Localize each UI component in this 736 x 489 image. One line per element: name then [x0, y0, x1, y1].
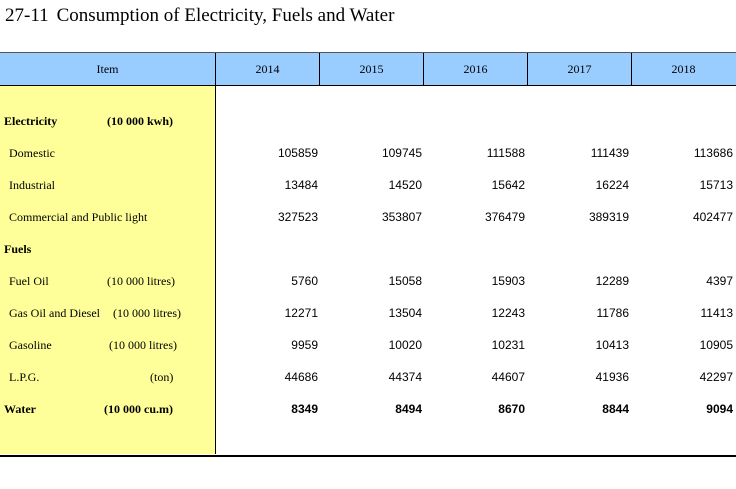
table-row-commercial: Commercial and Public light 327523 35380… — [0, 207, 736, 227]
value-2015: 8494 — [395, 402, 422, 416]
value-2018: 11413 — [700, 306, 733, 320]
value-2017: 111439 — [590, 146, 629, 160]
table-row-lpg: L.P.G. (ton) 44686 44374 44607 41936 422… — [0, 367, 736, 387]
value-2014: 5760 — [291, 274, 318, 288]
page-title: 27-11 Consumption of Electricity, Fuels a… — [5, 5, 394, 27]
value-2016: 376479 — [484, 210, 525, 224]
table-row-gasoline: Gasoline (10 000 litres) 9959 10020 1023… — [0, 335, 736, 355]
value-2014: 9959 — [291, 338, 318, 352]
value-2016: 12243 — [491, 306, 525, 320]
header-divider — [215, 53, 216, 85]
table-number: 27-11 — [5, 5, 49, 26]
value-2016: 44607 — [491, 370, 525, 384]
row-label: Gasoline — [9, 338, 52, 352]
table-title: Consumption of Electricity, Fuels and Wa… — [56, 5, 395, 26]
header-divider — [319, 53, 320, 85]
header-item: Item — [96, 62, 119, 76]
value-2015: 10020 — [388, 338, 422, 352]
row-unit: (ton) — [150, 370, 174, 384]
value-2018: 42297 — [699, 370, 733, 384]
value-2014: 44686 — [284, 370, 318, 384]
table-row-water: Water (10 000 cu.m) 8349 8494 8670 8844 … — [0, 399, 736, 419]
value-2016: 15642 — [491, 178, 525, 192]
value-2018: 113686 — [693, 146, 733, 160]
row-unit: (10 000 litres) — [113, 306, 181, 320]
row-label: Fuel Oil — [9, 274, 49, 288]
value-2018: 10905 — [699, 338, 733, 352]
table-header: Item 2014 2015 2016 2017 2018 — [0, 53, 736, 86]
value-2017: 16224 — [595, 178, 629, 192]
row-unit: (10 000 kwh) — [107, 114, 174, 128]
value-2017: 41936 — [595, 370, 629, 384]
value-2016: 15903 — [491, 274, 525, 288]
value-2014: 12271 — [284, 306, 318, 320]
value-2015: 14520 — [388, 178, 422, 192]
row-unit: (10 000 litres) — [109, 338, 177, 352]
bottom-rule — [0, 455, 736, 457]
row-label: Domestic — [9, 146, 55, 160]
value-2016: 8670 — [498, 402, 525, 416]
value-2014: 8349 — [291, 402, 318, 416]
table-row-domestic: Domestic 105859 109745 111588 111439 113… — [0, 143, 736, 163]
row-unit: (10 000 cu.m) — [104, 402, 173, 416]
value-2015: 15058 — [388, 274, 422, 288]
value-2014: 105859 — [277, 146, 318, 160]
table-row-fuel-oil: Fuel Oil (10 000 litres) 5760 15058 1590… — [0, 271, 736, 291]
value-2018: 402477 — [692, 210, 733, 224]
header-divider — [631, 53, 632, 85]
value-2015: 44374 — [388, 370, 422, 384]
value-2018: 15713 — [699, 178, 733, 192]
value-2014: 13484 — [284, 178, 318, 192]
value-2017: 8844 — [602, 402, 629, 416]
header-divider — [527, 53, 528, 85]
value-2014: 327523 — [277, 210, 318, 224]
table-row-industrial: Industrial 13484 14520 15642 16224 15713 — [0, 175, 736, 195]
value-2017: 11786 — [596, 306, 629, 320]
value-2018: 4397 — [706, 274, 733, 288]
value-2015: 13504 — [388, 306, 422, 320]
row-unit: (10 000 litres) — [107, 274, 175, 288]
header-year-2015: 2015 — [359, 62, 384, 76]
row-label: Gas Oil and Diesel — [9, 306, 100, 320]
item-column — [0, 86, 216, 454]
value-2015: 353807 — [381, 210, 422, 224]
value-2018: 9094 — [706, 402, 733, 416]
value-2016: 111588 — [486, 146, 525, 160]
table-row-fuels: Fuels — [0, 239, 736, 259]
row-label: Electricity — [4, 114, 58, 128]
value-2015: 109745 — [381, 146, 422, 160]
row-label: L.P.G. — [9, 370, 40, 384]
row-label: Fuels — [4, 242, 32, 256]
value-2017: 389319 — [588, 210, 629, 224]
table-row-gas-oil-diesel: Gas Oil and Diesel (10 000 litres) 12271… — [0, 303, 736, 323]
header-year-2018: 2018 — [671, 62, 696, 76]
value-2017: 10413 — [595, 338, 629, 352]
value-2016: 10231 — [491, 338, 525, 352]
row-label: Industrial — [9, 178, 55, 192]
header-year-2016: 2016 — [463, 62, 488, 76]
row-label: Water — [4, 402, 36, 416]
table-row-electricity: Electricity (10 000 kwh) — [0, 111, 736, 131]
value-2017: 12289 — [595, 274, 629, 288]
row-label: Commercial and Public light — [9, 210, 148, 224]
header-year-2017: 2017 — [567, 62, 592, 76]
top-rule — [0, 52, 736, 53]
header-year-2014: 2014 — [255, 62, 280, 76]
header-divider — [423, 53, 424, 85]
